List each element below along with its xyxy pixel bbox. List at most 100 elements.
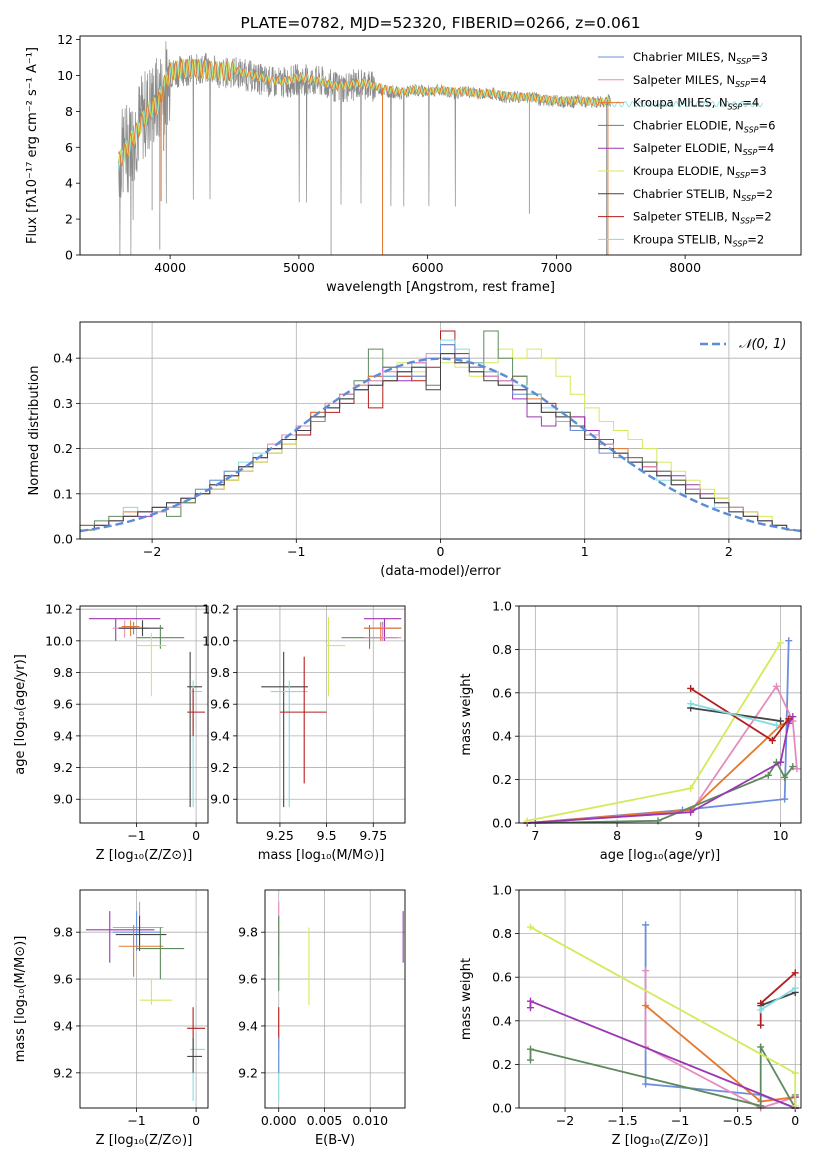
y-tick-label: 9.4	[210, 728, 230, 743]
x-tick-label: 10	[773, 828, 789, 843]
legend-label: Kroupa MILES, NSSP=4	[633, 96, 759, 112]
legend-label: Chabrier MILES, NSSP=3	[633, 50, 768, 66]
x-tick-label: 2	[725, 544, 733, 559]
y-tick-label: 9.6	[238, 972, 258, 987]
x-tick-label: 0	[437, 544, 445, 559]
errorbar-point	[136, 632, 167, 697]
residual-panel: −2 −1 0 1 2 0.0 0.1 0.2 0.3 0.4 (data-model)/error…	[27, 321, 802, 579]
x-tick-label: 9.5	[317, 828, 337, 843]
y-tick-label: 1.0	[492, 883, 512, 898]
y-tick-label: 9.8	[238, 925, 258, 940]
plot-frame	[518, 889, 802, 1109]
errorbar-point	[115, 915, 167, 951]
y-tick-label: 0.4	[492, 729, 512, 744]
x-tick-label: −1	[127, 828, 145, 843]
y-tick-label: 9.4	[238, 1018, 258, 1033]
y-tick-label: 6	[65, 140, 73, 155]
x-tick-label: 7	[531, 828, 539, 843]
spectrum-lines	[118, 41, 763, 255]
x-tick-label: 0.010	[352, 1113, 388, 1128]
y-axis-label: Flux [fλ10⁻¹⁷ erg cm⁻² s⁻¹ A⁻¹]	[25, 47, 40, 244]
legend-label: Chabrier STELIB, NSSP=2	[633, 187, 773, 203]
mass-weight-marker	[764, 771, 772, 779]
mass-weight-marker	[791, 984, 799, 992]
massweight-vs-age-panel: 7 8 9 10 0.0 0.2 0.4 0.6 0.8 1.0 age [log₁₀(age/yr…	[459, 599, 802, 863]
errorbar-point	[112, 911, 161, 951]
x-axis-label: mass [log₁₀(M/M⊙)]	[258, 848, 385, 863]
plot-frame	[79, 35, 802, 256]
errorbar-point	[187, 651, 203, 808]
y-tick-label: 0.2	[53, 441, 73, 456]
y-tick-label: 0.0	[492, 816, 512, 831]
y-tick-label: 0.2	[492, 1057, 512, 1072]
y-axis-label: mass weight	[459, 958, 474, 1040]
mass-weight-marker	[527, 1004, 535, 1012]
mass-weight-line	[535, 760, 794, 824]
mass-weight-marker	[642, 1002, 650, 1010]
x-axis-label: Z [log₁₀(Z/Z⊙)]	[96, 1133, 193, 1148]
chart-title: PLATE=0782, MJD=52320, FIBERID=0266, z=0…	[240, 14, 640, 32]
mass-weight-marker	[757, 999, 765, 1007]
mass-weight-marker	[785, 637, 793, 645]
mass-weight-line	[644, 924, 796, 1109]
mass-weight-marker	[687, 700, 695, 708]
mass-weight-marker	[527, 1045, 535, 1053]
spectrum-model-line	[118, 58, 611, 167]
mass-weight-marker	[777, 758, 785, 766]
spectrum-model-line	[118, 58, 611, 168]
spectrum-model-line	[607, 101, 763, 108]
errorbar-point	[190, 1037, 206, 1101]
mass-weight-marker	[789, 713, 797, 721]
mass-weight-marker	[687, 784, 695, 792]
plot-frame	[79, 889, 209, 1109]
errorbar-point	[118, 620, 164, 637]
mass-weight-marker	[789, 763, 797, 771]
age-vs-mass-panel: 9.25 9.5 9.75 9.0 9.2 9.4 9.6 9.8 10.0 10.2 mass […	[202, 602, 406, 863]
x-axis-label: age [log₁₀(age/yr)]	[600, 848, 721, 863]
errorbar-point	[136, 927, 185, 980]
y-tick-label: 4	[65, 176, 73, 191]
mass-vs-ebv-panel: 0.000 0.005 0.010 9.2 9.4 9.6 9.8 E(B-V)	[238, 889, 406, 1148]
x-tick-label: −1	[287, 544, 305, 559]
errorbar-point	[112, 901, 164, 949]
mass-weight-marker	[785, 715, 793, 723]
x-tick-label: −1	[127, 1113, 145, 1128]
mass-weight-marker	[757, 1006, 765, 1014]
y-tick-label: 0.3	[53, 396, 73, 411]
y-axis-label: mass [log₁₀(M/M⊙)]	[13, 936, 28, 1063]
legend-label: Salpeter ELODIE, NSSP=4	[633, 141, 774, 157]
mass-weight-marker	[757, 1043, 765, 1051]
y-tick-label: 0.8	[492, 926, 512, 941]
mass-weight-marker	[793, 765, 801, 773]
errorbar-point	[326, 617, 346, 697]
x-tick-label: 4000	[154, 260, 186, 275]
y-tick-label: 9.4	[53, 728, 73, 743]
x-tick-label: 0.005	[307, 1113, 343, 1128]
histogram-step	[79, 353, 802, 539]
x-tick-label: −1	[671, 1113, 689, 1128]
legend-label: Chabrier ELODIE, NSSP=6	[633, 118, 775, 134]
y-tick-label: 10.2	[202, 602, 230, 617]
y-tick-label: 9.6	[53, 697, 73, 712]
errorbar-point	[270, 680, 308, 808]
mass-weight-marker	[781, 795, 789, 803]
y-axis-label: Normed distribution	[27, 366, 42, 496]
x-tick-label: 7000	[540, 260, 572, 275]
y-tick-label: 0.4	[492, 1013, 512, 1028]
y-tick-label: 0.0	[492, 1101, 512, 1116]
legend-label: 𝒩(0, 1)	[739, 337, 786, 352]
mass-weight-marker	[527, 997, 535, 1005]
mass-weight-marker	[527, 1056, 535, 1064]
errorbar-point	[118, 925, 164, 977]
x-tick-label: 8000	[669, 260, 701, 275]
x-tick-label: −2	[143, 544, 161, 559]
errorbar-point	[112, 620, 137, 638]
y-tick-label: 9.8	[53, 665, 73, 680]
y-tick-label: 9.2	[53, 1065, 73, 1080]
x-tick-label: 1	[581, 544, 589, 559]
x-axis-label: E(B-V)	[315, 1133, 355, 1148]
x-axis-label: Z [log₁₀(Z/Z⊙)]	[96, 848, 193, 863]
y-tick-label: 0	[65, 248, 73, 263]
plot-frame	[79, 605, 209, 824]
